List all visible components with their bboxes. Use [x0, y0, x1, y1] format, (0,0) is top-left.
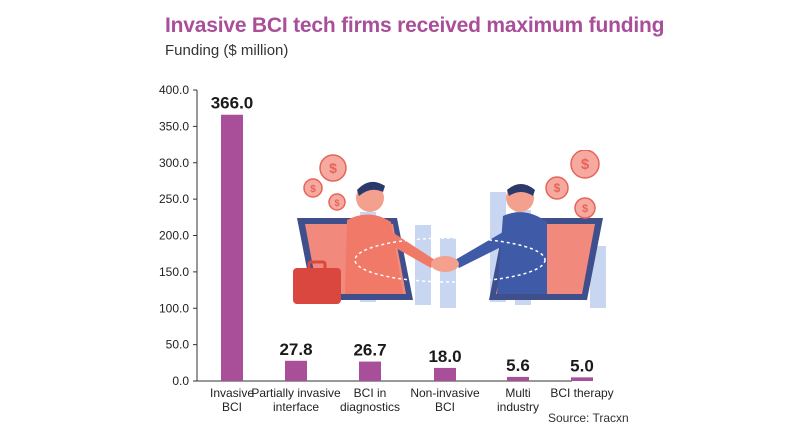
svg-text:$: $	[329, 160, 337, 176]
bar-value-label: 366.0	[211, 94, 254, 113]
y-tick-label: 100.0	[159, 301, 189, 315]
bar	[359, 361, 381, 381]
bar-value-label: 18.0	[428, 347, 461, 366]
bar-value-label: 27.8	[279, 340, 312, 359]
chart-subtitle: Funding ($ million)	[165, 42, 289, 59]
category-label: BCI	[222, 400, 242, 414]
svg-text:$: $	[554, 181, 561, 195]
category-label: Invasive	[210, 386, 254, 400]
bar	[221, 114, 243, 382]
y-tick-label: 400.0	[159, 83, 189, 97]
category-label: BCI therapy	[550, 386, 613, 400]
svg-text:$: $	[310, 184, 316, 195]
category-label: BCI	[435, 400, 455, 414]
svg-text:$: $	[581, 156, 590, 173]
y-tick-label: 300.0	[159, 156, 189, 170]
y-tick-label: 250.0	[159, 192, 189, 206]
category-label: Partially invasive	[251, 386, 341, 400]
bar	[434, 367, 456, 381]
y-tick-label: 200.0	[159, 229, 189, 243]
bar	[571, 377, 593, 381]
bar-value-label: 5.0	[570, 356, 594, 375]
y-tick-label: 50.0	[166, 338, 190, 352]
handshake-illustration: $ $ $ $ $ $	[293, 150, 606, 308]
y-tick-label: 0.0	[172, 374, 189, 388]
bar-value-label: 5.6	[506, 356, 530, 375]
category-label: diagnostics	[340, 400, 400, 414]
y-tick-label: 350.0	[159, 119, 189, 133]
category-label: Multi	[505, 386, 530, 400]
bar	[285, 360, 307, 381]
y-tick-label: 150.0	[159, 265, 189, 279]
bar-value-label: 26.7	[353, 341, 386, 360]
category-label: Non-invasive	[410, 386, 480, 400]
source-note: Source: Tracxn	[548, 411, 629, 425]
category-label: interface	[273, 400, 319, 414]
category-label: BCI in	[354, 386, 387, 400]
category-label: industry	[497, 400, 539, 414]
svg-text:$: $	[582, 203, 588, 215]
chart-title: Invasive BCI tech firms received maximum…	[165, 14, 665, 37]
bar	[507, 376, 529, 381]
svg-text:$: $	[334, 198, 339, 208]
